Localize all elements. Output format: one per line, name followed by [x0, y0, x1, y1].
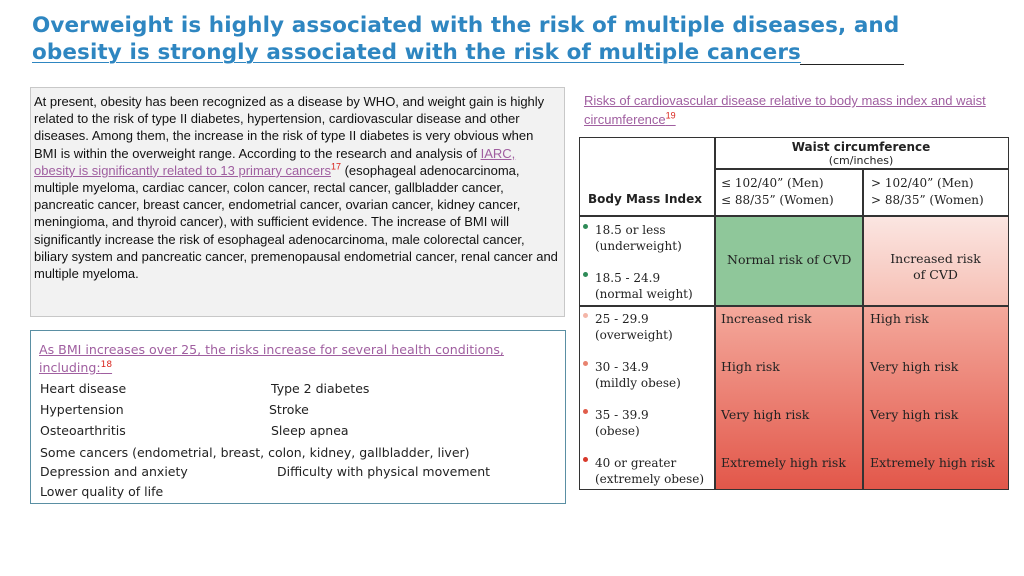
col2-header-women: > 88/35” (Women) — [871, 193, 984, 207]
reference-18: 18 — [100, 359, 113, 370]
obesity-paragraph-box: At present, obesity has been recognized … — [30, 87, 565, 317]
condition-hypertension: Hypertension — [40, 402, 124, 417]
bmi-row-normal: 18.5 - 24.9 (normal weight) — [583, 270, 693, 302]
bmi-range: 40 or greater — [595, 456, 677, 470]
col1-header-women: ≤ 88/35” (Women) — [721, 193, 834, 207]
bullet-dot-icon — [583, 409, 588, 414]
bmi-range: 35 - 39.9 — [595, 408, 649, 422]
bmi-desc: (overweight) — [595, 328, 673, 342]
reference-19: 19 — [665, 110, 676, 121]
risk-r1c2: High risk — [870, 311, 929, 326]
bmi-range: 30 - 34.9 — [595, 360, 649, 374]
title-line-1: Overweight is highly associated with the… — [32, 13, 900, 38]
condition-type-2-diabetes: Type 2 diabetes — [271, 381, 370, 396]
title-line-2: obesity is strongly associated with the … — [32, 40, 801, 65]
bmi-column — [580, 216, 715, 489]
col2-header-men: > 102/40” (Men) — [871, 176, 974, 190]
bmi-heading: Body Mass Index — [588, 192, 702, 206]
bmi-desc: (extremely obese) — [595, 472, 705, 486]
increased-risk-normal-cell — [863, 216, 1008, 306]
condition-some-cancers: Some cancers (endometrial, breast, colon… — [40, 445, 470, 460]
grid-hline-header — [580, 215, 1008, 217]
condition-osteoarthritis: Osteoarthritis — [40, 423, 126, 438]
condition-depression-anxiety: Depression and anxiety — [40, 464, 188, 479]
condition-stroke: Stroke — [269, 402, 309, 417]
table-caption-text: Risks of cardiovascular disease relative… — [584, 93, 986, 127]
grid-hline-waist — [714, 168, 1008, 170]
table-header-area — [580, 138, 1008, 216]
reference-17: 17 — [330, 161, 341, 172]
condition-heart-disease: Heart disease — [40, 381, 127, 396]
bmi-desc: (mildly obese) — [595, 376, 681, 390]
bmi-desc: (obese) — [595, 424, 640, 438]
bmi-row-mildly-obese: 30 - 34.9 (mildly obese) — [583, 359, 681, 391]
bullet-dot-icon — [583, 313, 588, 318]
bmi-row-underweight: 18.5 or less (underweight) — [583, 222, 682, 254]
grid-vline-mid — [862, 168, 864, 489]
waist-circumference-heading: Waist circumference — [791, 140, 931, 154]
conditions-heading[interactable]: As BMI increases over 25, the risks incr… — [39, 341, 559, 377]
increased-risk-text-1: Increased risk — [890, 251, 981, 266]
elevated-risk-area — [715, 306, 1008, 489]
paragraph-text-end: (esophageal adenocarcinoma, multiple mye… — [34, 162, 558, 282]
condition-lower-quality-of-life: Lower quality of life — [40, 484, 164, 499]
bullet-dot-icon — [583, 457, 588, 462]
risk-r2c1: High risk — [721, 359, 780, 374]
slide-title: Overweight is highly associated with the… — [32, 12, 912, 66]
risk-r3c1: Very high risk — [721, 407, 810, 422]
bullet-dot-icon — [583, 361, 588, 366]
risk-r3c2: Very high risk — [870, 407, 959, 422]
grid-vline-bmi — [714, 138, 716, 489]
increased-risk-text-2: of CVD — [913, 267, 958, 282]
bmi-range: 18.5 - 24.9 — [595, 271, 661, 285]
normal-risk-text: Normal risk of CVD — [727, 252, 852, 267]
risk-r4c1: Extremely high risk — [721, 455, 846, 470]
bullet-dot-icon — [583, 272, 588, 277]
bmi-desc: (underweight) — [595, 239, 682, 253]
waist-units: (cm/inches) — [828, 154, 894, 167]
bmi-range: 25 - 29.9 — [595, 312, 649, 326]
bmi-row-extremely-obese: 40 or greater (extremely obese) — [583, 455, 704, 487]
col1-header-men: ≤ 102/40” (Men) — [721, 176, 824, 190]
normal-risk-cell — [715, 216, 863, 306]
condition-sleep-apnea: Sleep apnea — [271, 423, 349, 438]
cvd-risk-table: Waist circumference (cm/inches) Body Mas… — [579, 137, 1009, 490]
risk-r2c2: Very high risk — [870, 359, 959, 374]
table-caption[interactable]: Risks of cardiovascular disease relative… — [584, 91, 994, 129]
bmi-row-obese: 35 - 39.9 (obese) — [583, 407, 649, 439]
risk-r4c2: Extremely high risk — [870, 455, 995, 470]
paragraph-text-start: At present, obesity has been recognized … — [34, 94, 545, 161]
title-underline-rule — [800, 64, 904, 65]
bullet-dot-icon — [583, 224, 588, 229]
health-conditions-box: As BMI increases over 25, the risks incr… — [30, 330, 566, 504]
bmi-desc: (normal weight) — [595, 287, 693, 301]
bmi-range: 18.5 or less — [595, 223, 666, 237]
grid-hline-normal — [580, 305, 1008, 307]
conditions-heading-text: As BMI increases over 25, the risks incr… — [39, 342, 504, 375]
bmi-row-overweight: 25 - 29.9 (overweight) — [583, 311, 673, 343]
condition-difficulty-movement: Difficulty with physical movement — [277, 464, 491, 479]
risk-r1c1: Increased risk — [721, 311, 812, 326]
iarc-link[interactable]: IARC, obesity is significantly related t… — [34, 145, 516, 178]
